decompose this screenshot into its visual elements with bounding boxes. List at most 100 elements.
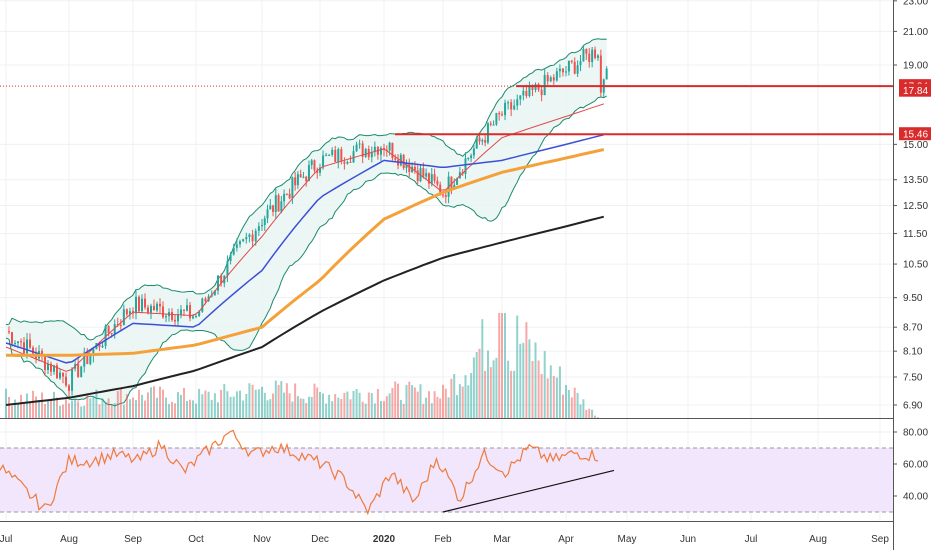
candle-body <box>413 166 416 171</box>
volume-bar <box>223 384 226 418</box>
volume-bar <box>288 393 291 418</box>
candle-body <box>226 261 229 276</box>
volume-bar <box>340 399 343 418</box>
candle-body <box>83 352 86 367</box>
candle-body <box>316 170 319 173</box>
price-axis-label: 12.50 <box>903 201 928 212</box>
volume-bar <box>555 377 558 418</box>
volume-bar <box>174 403 176 418</box>
bollinger-upper-line <box>5 38 607 341</box>
volume-bar <box>159 386 161 418</box>
volume-bar <box>232 396 235 418</box>
volume-bar <box>411 385 414 418</box>
volume-bars <box>5 313 599 419</box>
price-tag-label: 17.84 <box>903 86 928 97</box>
candle-body <box>492 124 495 126</box>
volume-bar <box>239 390 241 418</box>
volume-bar <box>567 390 570 418</box>
rsi-axis-label: 60.00 <box>903 460 928 471</box>
candle-body <box>510 102 513 110</box>
volume-bar <box>65 399 67 418</box>
candle-body <box>53 365 55 372</box>
candle-body <box>364 148 367 157</box>
volume-bar <box>107 398 110 418</box>
volume-bar <box>388 393 391 418</box>
candle-body <box>444 195 447 197</box>
time-axis-label: Feb <box>434 534 452 545</box>
volume-bar <box>481 319 484 418</box>
rsi-axis-labels: 80.00 60.00 40.00 <box>893 428 928 503</box>
volume-bar <box>322 393 324 418</box>
volume-bar <box>71 400 73 418</box>
candle-body <box>588 53 591 63</box>
volume-bar <box>86 393 89 418</box>
volume-bar <box>135 400 137 418</box>
candle-body <box>416 170 419 181</box>
volume-bar <box>472 357 475 418</box>
candle-body <box>543 75 546 96</box>
candle-body <box>201 298 204 312</box>
volume-bar <box>59 405 61 418</box>
volume-bar <box>456 395 458 418</box>
volume-bar <box>319 392 321 418</box>
volume-bar <box>104 401 107 418</box>
candle-body <box>531 85 534 90</box>
volume-bar <box>588 408 591 418</box>
volume-bar <box>399 399 402 418</box>
volume-bar <box>32 390 34 418</box>
candle-body <box>113 324 116 334</box>
volume-bar <box>26 393 28 418</box>
volume-bar <box>291 401 294 418</box>
candle-body <box>68 385 70 391</box>
volume-bar <box>308 396 310 418</box>
volume-bar <box>132 397 134 418</box>
volume-bar <box>346 391 349 418</box>
candle-body <box>29 339 31 348</box>
candle-body <box>513 105 516 110</box>
volume-bar <box>168 404 170 418</box>
volume-bar <box>425 397 428 418</box>
candle-body <box>388 142 391 151</box>
volume-bar <box>204 390 207 418</box>
time-axis-label: Mar <box>493 534 511 545</box>
volume-bar <box>180 394 182 418</box>
volume-bar <box>29 401 31 418</box>
price-axis-label: 8.10 <box>903 347 923 358</box>
volume-bar <box>534 342 537 418</box>
candle-body <box>174 319 176 322</box>
candle-body <box>436 180 439 185</box>
volume-bar <box>405 384 408 418</box>
candle-body <box>257 226 260 231</box>
volume-bar <box>453 374 456 418</box>
volume-bar <box>8 397 10 418</box>
volume-bar <box>391 388 394 418</box>
volume-bar <box>20 394 22 418</box>
volume-bar <box>171 401 173 418</box>
volume-bar <box>513 370 516 419</box>
volume-bar <box>380 401 382 418</box>
volume-bar <box>367 392 370 418</box>
volume-bar <box>461 386 464 418</box>
candle-body <box>26 339 28 354</box>
volume-bar <box>83 405 86 418</box>
candle-body <box>346 161 349 164</box>
candle-body <box>288 193 291 199</box>
volume-bar <box>582 399 585 418</box>
volume-bar <box>53 391 55 418</box>
volume-bar <box>101 398 104 418</box>
candle-body <box>56 365 58 379</box>
volume-bar <box>402 403 405 418</box>
volume-bar <box>229 396 232 418</box>
resistance-lines <box>395 85 893 136</box>
ma-blue-line <box>5 134 604 364</box>
volume-bar <box>89 398 92 418</box>
price-axis-label: 21.00 <box>903 27 928 38</box>
volume-bar <box>210 399 213 418</box>
candle-body <box>337 149 340 162</box>
candle-body <box>17 341 19 344</box>
rsi-axis-label: 40.00 <box>903 492 928 503</box>
volume-bar <box>50 400 52 418</box>
volume-bar <box>562 394 564 418</box>
candle-body <box>86 352 89 365</box>
